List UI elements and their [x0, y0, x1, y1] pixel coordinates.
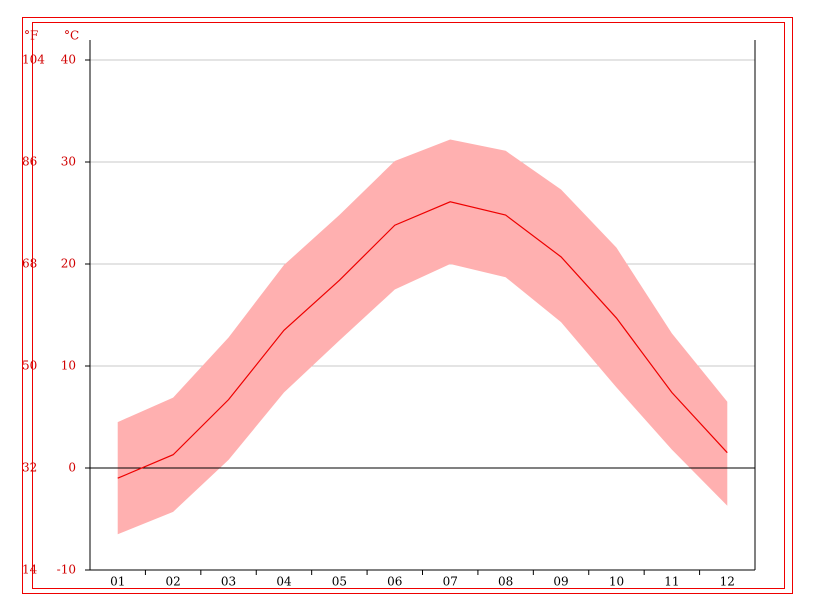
x-tick-label: 01 — [110, 575, 125, 589]
y2-tick-label: 86 — [22, 155, 37, 169]
y2-tick-label: 14 — [22, 563, 38, 577]
x-tick-label: 09 — [553, 575, 568, 589]
x-tick-label: 02 — [165, 575, 180, 589]
y2-axis-label: °F — [24, 29, 38, 43]
y-tick-label: 40 — [61, 53, 76, 67]
y2-tick-label: 68 — [22, 257, 37, 271]
y-tick-label: 30 — [61, 155, 76, 169]
x-tick-label: 05 — [332, 575, 347, 589]
mean-line — [117, 201, 728, 479]
y-tick-label: 20 — [61, 257, 76, 271]
x-tick-label: 08 — [498, 575, 513, 589]
y2-tick-label: 50 — [22, 359, 37, 373]
y-tick-label: -10 — [57, 563, 76, 577]
y-tick-label: 10 — [61, 359, 76, 373]
x-tick-label: 11 — [664, 575, 679, 589]
y2-tick-label: 104 — [22, 53, 45, 67]
y2-tick-label: 32 — [22, 461, 37, 475]
x-tick-label: 06 — [387, 575, 402, 589]
x-tick-label: 04 — [276, 575, 292, 589]
frame-inner — [32, 22, 785, 589]
x-tick-label: 10 — [609, 575, 624, 589]
y-axis-label: °C — [64, 29, 79, 43]
y-tick-label: 0 — [68, 461, 76, 475]
range-band — [117, 139, 728, 535]
frame-outer — [22, 17, 793, 594]
x-tick-label: 12 — [720, 575, 735, 589]
x-tick-label: 03 — [221, 575, 236, 589]
x-tick-label: 07 — [443, 575, 458, 589]
